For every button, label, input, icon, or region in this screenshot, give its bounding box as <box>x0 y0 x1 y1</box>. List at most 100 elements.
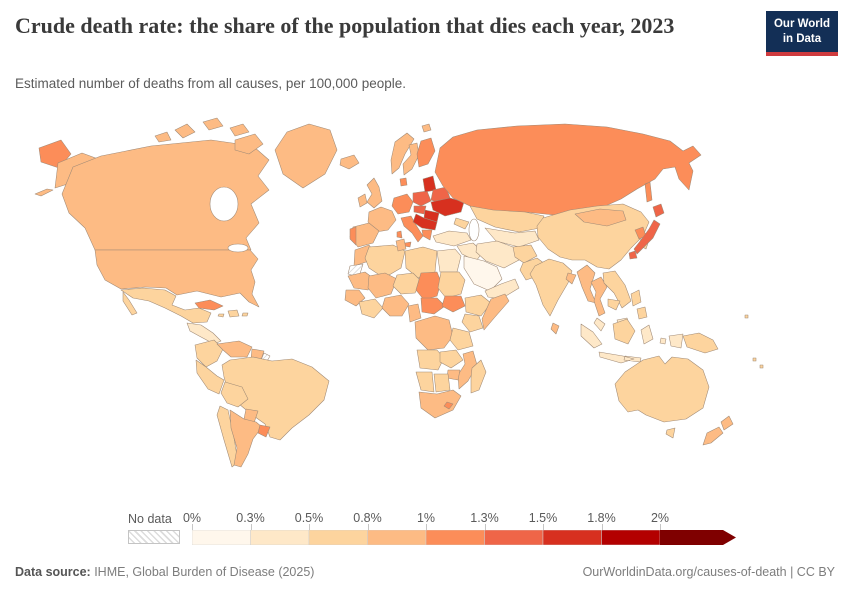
region-caucasus[interactable] <box>453 217 470 230</box>
region-myanmar[interactable] <box>576 264 597 304</box>
region-egypt[interactable] <box>436 248 462 273</box>
region-australia[interactable] <box>614 355 710 423</box>
legend-bin-2[interactable] <box>308 530 368 545</box>
region-denmark[interactable] <box>399 177 408 187</box>
region-portugal[interactable] <box>349 226 357 246</box>
region-iceland[interactable] <box>339 154 360 170</box>
region-cuba[interactable] <box>194 299 224 311</box>
legend-tick-label: 1.5% <box>528 511 558 525</box>
region-sweden[interactable] <box>402 142 420 176</box>
region-peru[interactable] <box>195 359 225 395</box>
no-data-swatch[interactable] <box>128 530 180 544</box>
region-vietnam-laos[interactable] <box>602 270 632 309</box>
region-angola[interactable] <box>416 349 445 371</box>
region-niger[interactable] <box>392 272 422 295</box>
legend-bin-3[interactable] <box>367 530 427 545</box>
region-new-guinea[interactable] <box>682 332 719 354</box>
region-drc[interactable] <box>414 315 454 351</box>
region-tunisia[interactable] <box>395 238 407 252</box>
owid-logo-line1: Our World <box>773 18 830 30</box>
region-bangladesh[interactable] <box>565 272 577 285</box>
region-yemen-oman[interactable] <box>484 278 520 300</box>
legend-tick-label: 2% <box>650 511 670 525</box>
region-central-african-republic[interactable] <box>420 297 446 315</box>
region-turkey[interactable] <box>432 230 472 247</box>
legend-bin-6[interactable] <box>542 530 602 545</box>
legend-bin-1[interactable] <box>250 530 310 545</box>
footer-source-text: IHME, Global Burden of Disease (2025) <box>90 565 315 579</box>
region-india[interactable] <box>529 258 573 317</box>
region-zambia[interactable] <box>439 349 464 369</box>
region-argentina[interactable] <box>229 409 263 468</box>
region-colombia[interactable] <box>194 339 224 368</box>
region-philippines[interactable] <box>630 289 648 320</box>
region-norway[interactable] <box>390 132 415 175</box>
region-greenland[interactable] <box>274 123 338 189</box>
region-svalbard[interactable] <box>421 123 432 133</box>
region-venezuela[interactable] <box>216 340 253 358</box>
region-madagascar[interactable] <box>470 359 487 394</box>
region-afghanistan[interactable] <box>512 244 538 264</box>
region-ireland[interactable] <box>357 193 368 208</box>
region-new-zealand[interactable] <box>702 415 734 446</box>
region-poland[interactable] <box>412 190 432 207</box>
region-bolivia[interactable] <box>220 381 249 408</box>
region-algeria[interactable] <box>364 244 406 279</box>
region-tanzania[interactable] <box>449 327 474 351</box>
legend-tick <box>543 524 544 530</box>
region-cameroon[interactable] <box>407 303 422 323</box>
region-uruguay[interactable] <box>257 424 271 438</box>
owid-logo[interactable]: Our World in Data <box>765 11 838 56</box>
legend-bin-8-arrow[interactable] <box>660 530 736 545</box>
world-map <box>34 117 764 468</box>
region-finland[interactable] <box>416 137 436 168</box>
region-hungary[interactable] <box>413 205 427 215</box>
region-mongolia[interactable] <box>574 208 627 227</box>
region-mexico[interactable] <box>120 287 212 324</box>
region-lesotho[interactable] <box>443 401 454 410</box>
legend-bin-5[interactable] <box>484 530 544 545</box>
region-borneo[interactable] <box>612 318 636 345</box>
region-sudan[interactable] <box>437 271 466 299</box>
region-canada[interactable] <box>61 139 270 251</box>
region-thailand[interactable] <box>590 276 608 317</box>
region-west-africa-coast[interactable] <box>358 298 384 319</box>
region-ukraine[interactable] <box>430 197 465 217</box>
region-cambodia[interactable] <box>607 298 621 311</box>
region-hispaniola[interactable] <box>227 309 240 318</box>
region-mozambique[interactable] <box>457 350 478 390</box>
legend-tick <box>660 524 661 530</box>
region-germany[interactable] <box>391 193 414 215</box>
region-south-africa[interactable] <box>418 389 462 419</box>
region-usa[interactable] <box>94 249 260 308</box>
legend-bin-0[interactable] <box>192 530 251 545</box>
region-kenya[interactable] <box>461 313 484 333</box>
region-mali[interactable] <box>367 272 398 299</box>
region-zimbabwe[interactable] <box>446 369 461 381</box>
region-russia[interactable] <box>434 123 702 216</box>
region-uk[interactable] <box>366 177 383 209</box>
region-caribbean-islands[interactable] <box>217 312 249 318</box>
region-botswana[interactable] <box>433 373 451 393</box>
caspian-sea <box>468 218 480 242</box>
region-arctic-islands[interactable] <box>154 117 264 155</box>
legend-bin-7[interactable] <box>601 530 661 545</box>
region-japan[interactable] <box>628 203 665 260</box>
region-iran[interactable] <box>475 240 520 269</box>
region-greece[interactable] <box>421 229 433 241</box>
region-balkans[interactable] <box>412 213 438 231</box>
region-central-america[interactable] <box>186 322 222 345</box>
region-pacific-islands[interactable] <box>744 314 764 369</box>
region-nigeria[interactable] <box>381 294 410 317</box>
region-namibia[interactable] <box>415 371 435 393</box>
region-tasmania[interactable] <box>665 427 676 439</box>
footer-source: Data source: IHME, Global Burden of Dise… <box>15 565 314 579</box>
legend-bin-4[interactable] <box>425 530 485 545</box>
region-sri-lanka[interactable] <box>550 322 560 335</box>
region-chad[interactable] <box>415 271 442 301</box>
region-saudi-arabia[interactable] <box>463 255 503 292</box>
region-south-sudan[interactable] <box>441 295 466 313</box>
footer-credit[interactable]: OurWorldinData.org/causes-of-death | CC … <box>582 565 835 579</box>
region-somalia[interactable] <box>481 293 510 331</box>
